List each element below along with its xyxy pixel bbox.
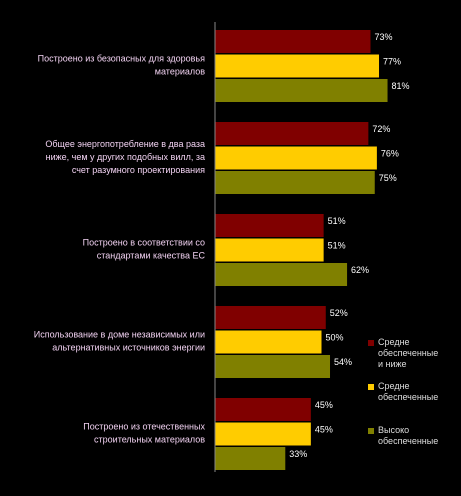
data-label: 51%	[328, 216, 346, 226]
legend-label-line: Высоко	[378, 425, 409, 435]
data-label: 54%	[334, 357, 352, 367]
data-label: 62%	[351, 265, 369, 275]
category-label: Построено из безопасных для здоровья мате…	[38, 54, 206, 77]
category-label-line: Использование в доме независимых или	[34, 330, 205, 340]
data-label: 73%	[374, 32, 392, 42]
category-label-line: ниже, чем у других подобных вилл, за	[46, 152, 205, 162]
bar	[215, 122, 369, 145]
category-label-line: стандартами качества ЕС	[97, 251, 206, 261]
bar	[215, 447, 286, 470]
data-label: 72%	[372, 124, 390, 134]
data-label: 81%	[392, 81, 410, 91]
category-label: Общее энергопотребление в два раза ниже, …	[45, 139, 205, 175]
bar	[215, 355, 331, 378]
category-label-line: Построено из отечественных	[83, 422, 205, 432]
data-label: 75%	[379, 173, 397, 183]
category-label-line: материалов	[155, 67, 205, 77]
data-label: 76%	[381, 148, 399, 158]
bar	[215, 263, 348, 286]
category-label-line: альтернативных источников энергии	[52, 343, 205, 353]
legend-swatch	[368, 428, 374, 434]
legend-label-line: обеспеченные	[378, 436, 438, 446]
bar	[215, 422, 311, 446]
legend-label: Средне обеспеченные	[378, 381, 438, 402]
bar	[215, 171, 375, 194]
bar	[215, 330, 322, 354]
bar	[215, 54, 380, 78]
category-label-line: строительных материалов	[94, 435, 205, 445]
bar	[215, 79, 388, 102]
bar	[215, 146, 377, 170]
data-label: 45%	[315, 400, 333, 410]
data-label: 77%	[383, 56, 401, 66]
legend-label-line: и ниже	[378, 359, 407, 369]
bar	[215, 398, 311, 421]
legend-label-line: обеспеченные	[378, 392, 438, 402]
legend-label-line: обеспеченные	[378, 348, 438, 358]
category-label-line: Построено в соответствии со	[83, 238, 205, 248]
category-label: Использование в доме независимых или альт…	[34, 330, 205, 353]
legend-label-line: Средне	[378, 337, 410, 347]
bar	[215, 214, 324, 237]
category-label: Построено в соответствии со стандартами к…	[83, 238, 206, 261]
bar	[215, 306, 326, 329]
legend-label: Средне обеспеченные и ниже	[378, 337, 438, 369]
data-label: 50%	[326, 332, 344, 342]
legend-label: Высоко обеспеченные	[378, 425, 438, 446]
legend-label-line: Средне	[378, 381, 410, 391]
category-label-line: Общее энергопотребление в два раза	[45, 139, 205, 149]
data-label: 52%	[330, 308, 348, 318]
legend-swatch	[368, 340, 374, 346]
category-label: Построено из отечественных строительных м…	[83, 422, 205, 445]
category-label-line: Построено из безопасных для здоровья	[38, 54, 205, 64]
bar	[215, 30, 371, 53]
legend-swatch	[368, 384, 374, 390]
data-label: 45%	[315, 424, 333, 434]
data-label: 51%	[328, 240, 346, 250]
data-label: 33%	[289, 449, 307, 459]
category-label-line: счет разумного проектирования	[72, 165, 205, 175]
bar	[215, 238, 324, 262]
